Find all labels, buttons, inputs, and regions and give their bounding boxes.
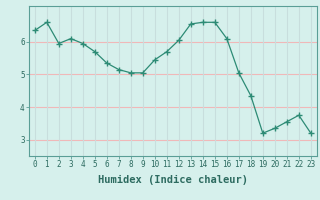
X-axis label: Humidex (Indice chaleur): Humidex (Indice chaleur) bbox=[98, 175, 248, 185]
